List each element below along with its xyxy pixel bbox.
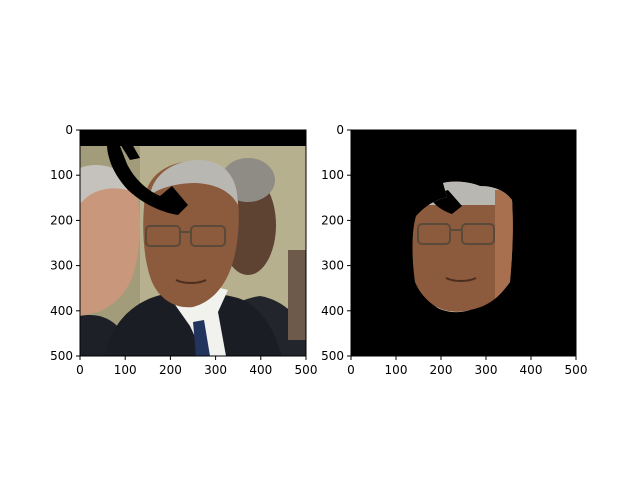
face-right-edge <box>495 190 513 300</box>
left-person-hair <box>80 165 142 204</box>
left-x-tick-label: 200 <box>159 363 182 377</box>
left-y-tick-label: 200 <box>50 213 73 227</box>
left-y-tick-label: 100 <box>50 168 73 182</box>
right-y-tick-label: 300 <box>321 259 344 273</box>
right-x-tick-label: 300 <box>475 363 498 377</box>
left-y-tick-label: 0 <box>65 123 73 137</box>
glasses-left-lens <box>145 225 181 247</box>
left-x-tick-label: 300 <box>204 363 227 377</box>
right-x-tick-label: 200 <box>430 363 453 377</box>
right-x-tick-label: 500 <box>565 363 588 377</box>
right-y-tick-label: 400 <box>321 304 344 318</box>
left-person-face <box>80 175 141 316</box>
mask-stroke-tip <box>120 144 140 160</box>
mask-curved-stroke <box>107 146 188 215</box>
left-y-tick-label: 500 <box>50 349 73 363</box>
right-y-tick-label: 0 <box>336 123 344 137</box>
far-right-person <box>288 250 306 340</box>
right-x-tick-label: 0 <box>347 363 355 377</box>
right-axes-frame <box>350 129 577 357</box>
mask-top-band <box>80 130 306 146</box>
left-photo <box>80 130 306 356</box>
right-x-tick-label: 400 <box>520 363 543 377</box>
center-person-tie <box>193 320 210 356</box>
face-mouth <box>445 277 477 282</box>
center-person-mouth <box>175 279 207 284</box>
glasses-right-lens <box>190 225 226 247</box>
left-y-tick-label: 400 <box>50 304 73 318</box>
right-x-tick-label: 100 <box>385 363 408 377</box>
face-glasses-right <box>461 223 495 245</box>
left-x-tick-label: 400 <box>249 363 272 377</box>
face-glasses-left <box>417 223 451 245</box>
left-y-tick-label: 300 <box>50 259 73 273</box>
right-y-tick-label: 200 <box>321 213 344 227</box>
right-y-tick-label: 500 <box>321 349 344 363</box>
left-axes-frame <box>79 129 307 357</box>
left-x-tick-label: 500 <box>295 363 318 377</box>
center-person-hair <box>150 160 238 205</box>
right-y-tick-label: 100 <box>321 168 344 182</box>
left-x-tick-label: 100 <box>114 363 137 377</box>
left-x-tick-label: 0 <box>76 363 84 377</box>
